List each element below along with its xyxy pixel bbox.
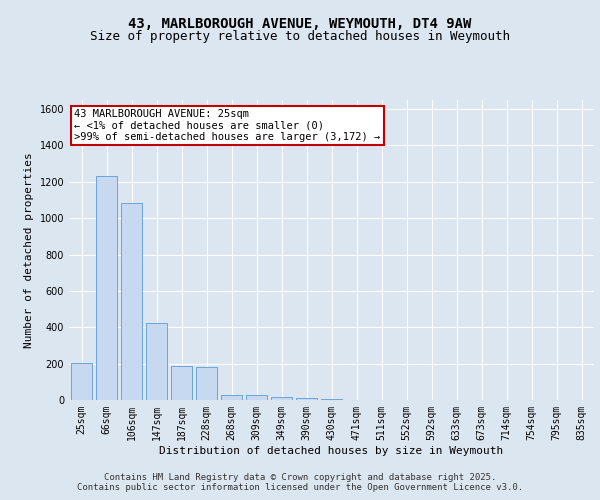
Bar (321, 399, 342, 400)
Bar (71, 364, 92, 400)
Bar (146, 324, 167, 400)
Bar (246, 396, 267, 400)
Text: 43 MARLBOROUGH AVENUE: 25sqm
← <1% of detached houses are smaller (0)
>99% of se: 43 MARLBOROUGH AVENUE: 25sqm ← <1% of de… (74, 109, 380, 142)
Bar (96, 176, 117, 400)
Bar (221, 394, 242, 400)
Text: 43, MARLBOROUGH AVENUE, WEYMOUTH, DT4 9AW: 43, MARLBOROUGH AVENUE, WEYMOUTH, DT4 9A… (128, 18, 472, 32)
Bar (196, 367, 217, 400)
Bar (296, 398, 317, 400)
Y-axis label: Number of detached properties: Number of detached properties (24, 152, 34, 348)
X-axis label: Distribution of detached houses by size in Weymouth: Distribution of detached houses by size … (160, 446, 503, 456)
Text: Contains HM Land Registry data © Crown copyright and database right 2025.: Contains HM Land Registry data © Crown c… (104, 472, 496, 482)
Bar (171, 366, 192, 400)
Bar (121, 204, 142, 400)
Bar (271, 398, 292, 400)
Text: Contains public sector information licensed under the Open Government Licence v3: Contains public sector information licen… (77, 484, 523, 492)
Text: Size of property relative to detached houses in Weymouth: Size of property relative to detached ho… (90, 30, 510, 43)
